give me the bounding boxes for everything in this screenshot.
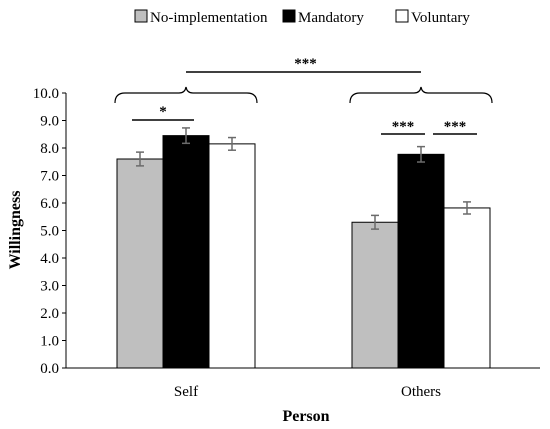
bar-no-implementation-self bbox=[116, 158, 164, 369]
group-brace bbox=[349, 86, 493, 104]
legend-label: No-implementation bbox=[150, 10, 268, 26]
legend-label: Voluntary bbox=[411, 10, 470, 26]
error-bars bbox=[136, 127, 471, 230]
legend-swatch bbox=[282, 9, 296, 23]
bar-mandatory-others bbox=[397, 153, 445, 369]
bar-voluntary-others bbox=[443, 207, 491, 369]
y-tick-label: 1.0 bbox=[40, 334, 59, 350]
group-brace bbox=[114, 86, 258, 104]
y-tick-label: 7.0 bbox=[40, 169, 59, 185]
y-tick-label: 9.0 bbox=[40, 114, 59, 130]
bar-mandatory-self bbox=[162, 135, 210, 369]
significance-brackets: **** ****** bbox=[114, 56, 493, 135]
x-category-label: Self bbox=[174, 384, 198, 400]
y-tick-label: 10.0 bbox=[33, 86, 59, 102]
y-tick-label: 8.0 bbox=[40, 141, 59, 157]
y-tick-label: 0.0 bbox=[40, 361, 59, 377]
legend-label: Mandatory bbox=[298, 10, 364, 26]
legend-swatch bbox=[134, 9, 148, 23]
x-axis-title: Person bbox=[282, 408, 329, 425]
significance-label: * bbox=[159, 104, 167, 120]
y-axis: 0.0 1.0 2.0 3.0 4.0 5.0 6.0 7.0 8.0 9.0 10.0 bbox=[33, 86, 67, 377]
bar-voluntary-self bbox=[208, 143, 256, 369]
y-tick-label: 2.0 bbox=[40, 306, 59, 322]
x-axis: Self Others bbox=[66, 367, 540, 400]
y-axis-title: Willingness bbox=[7, 191, 24, 270]
y-tick-label: 5.0 bbox=[40, 224, 59, 240]
significance-label: *** bbox=[392, 119, 415, 135]
y-tick-label: 3.0 bbox=[40, 279, 59, 295]
legend: No-implementation Mandatory Voluntary bbox=[134, 9, 470, 26]
bars bbox=[116, 135, 491, 369]
legend-swatch bbox=[395, 9, 409, 23]
y-tick-label: 4.0 bbox=[40, 251, 59, 267]
y-tick-label: 6.0 bbox=[40, 196, 59, 212]
significance-label: *** bbox=[444, 119, 467, 135]
bar-no-implementation-others bbox=[351, 221, 399, 369]
x-category-label: Others bbox=[401, 384, 441, 400]
significance-label: *** bbox=[294, 56, 317, 72]
